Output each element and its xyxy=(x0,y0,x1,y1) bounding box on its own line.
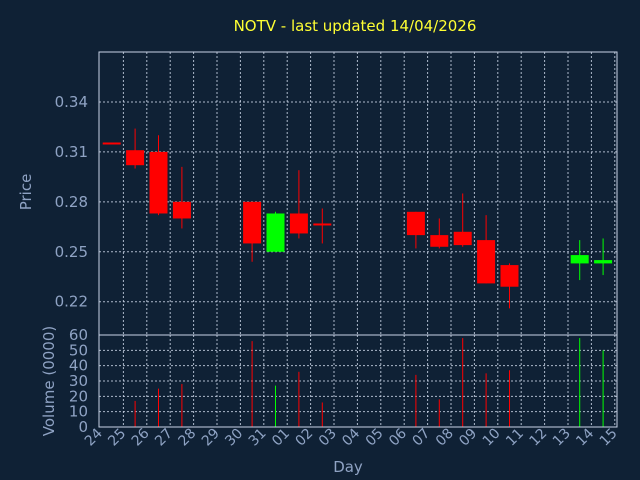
x-tick-label: 09 xyxy=(456,426,480,450)
volume-tick-label: 40 xyxy=(69,357,88,375)
candle-body xyxy=(570,255,589,264)
volume-tick-label: 0 xyxy=(78,418,88,436)
x-tick-label: 27 xyxy=(152,426,176,450)
candle-body xyxy=(500,265,519,287)
price-grid xyxy=(99,52,617,335)
x-tick-label: 31 xyxy=(246,426,270,450)
candle-body xyxy=(126,150,145,166)
candle xyxy=(430,218,449,249)
x-tick-label: 12 xyxy=(527,426,551,450)
volume-bars xyxy=(134,338,604,427)
candle-body xyxy=(266,213,285,252)
x-tick-label: 06 xyxy=(386,425,410,449)
x-tick-label: 07 xyxy=(410,426,434,450)
candle xyxy=(172,166,191,229)
price-axis-label: Price xyxy=(17,174,35,211)
x-tick-label: 25 xyxy=(105,426,129,450)
volume-tick-label: 30 xyxy=(69,372,88,390)
price-tick-label: 0.34 xyxy=(55,93,88,111)
x-tick-label: 10 xyxy=(480,426,504,450)
price-tick-label: 0.22 xyxy=(55,293,88,311)
candle xyxy=(570,240,589,281)
volume-tick-label: 50 xyxy=(69,341,88,359)
candle xyxy=(243,201,262,262)
candle xyxy=(477,215,496,284)
candle xyxy=(313,208,332,244)
x-tick-labels: 24 25 26 27 28 29 30 31 01 02 03 04 05 06 07 08 09 10 11 12… xyxy=(82,425,621,449)
candle-body xyxy=(313,223,332,226)
candle xyxy=(149,135,168,216)
candle-body xyxy=(430,235,449,247)
x-tick-label: 30 xyxy=(222,426,246,450)
candle-body xyxy=(477,240,496,284)
x-tick-label: 29 xyxy=(199,426,223,450)
chart-title: NOTV - last updated 14/04/2026 xyxy=(234,17,477,35)
price-tick-label: 0.25 xyxy=(55,243,88,261)
x-tick-label: 04 xyxy=(339,425,363,449)
x-tick-label: 08 xyxy=(433,426,457,450)
x-tick-label: 13 xyxy=(550,426,574,450)
volume-tick-label: 60 xyxy=(69,326,88,344)
candle-body xyxy=(289,213,308,234)
volume-frame xyxy=(98,334,618,428)
candle-body xyxy=(172,201,191,219)
x-tick-label: 01 xyxy=(269,426,293,450)
candle xyxy=(594,238,613,276)
x-tick-label: 28 xyxy=(176,426,200,450)
candle xyxy=(453,193,472,247)
x-tick-label: 15 xyxy=(597,426,621,450)
volume-tick-label: 10 xyxy=(69,403,88,421)
volume-grid xyxy=(99,335,617,427)
x-axis-label: Day xyxy=(333,458,363,476)
price-tick-labels: 0.22 0.25 0.28 0.31 0.34 xyxy=(55,93,88,311)
candle xyxy=(289,170,308,239)
candle xyxy=(266,211,285,252)
candle-body xyxy=(406,211,425,236)
price-tick-label: 0.31 xyxy=(55,143,88,161)
price-frame xyxy=(98,51,618,336)
volume-axis-label: Volume (0000) xyxy=(40,326,58,436)
x-tick-label: 03 xyxy=(316,426,340,450)
x-tick-label: 11 xyxy=(503,426,527,450)
candle xyxy=(500,263,519,309)
x-tick-label: 14 xyxy=(573,425,597,449)
x-tick-label: 26 xyxy=(129,425,153,449)
volume-tick-label: 20 xyxy=(69,387,88,405)
candle-body xyxy=(243,201,262,244)
price-tick-label: 0.28 xyxy=(55,193,88,211)
candle-body xyxy=(594,260,613,264)
candle xyxy=(126,128,145,169)
x-tick-label: 02 xyxy=(293,426,317,450)
candle-body xyxy=(149,151,168,214)
candle-body xyxy=(453,231,472,246)
candles xyxy=(102,128,613,309)
candle xyxy=(406,211,425,249)
x-tick-label: 05 xyxy=(363,426,387,450)
